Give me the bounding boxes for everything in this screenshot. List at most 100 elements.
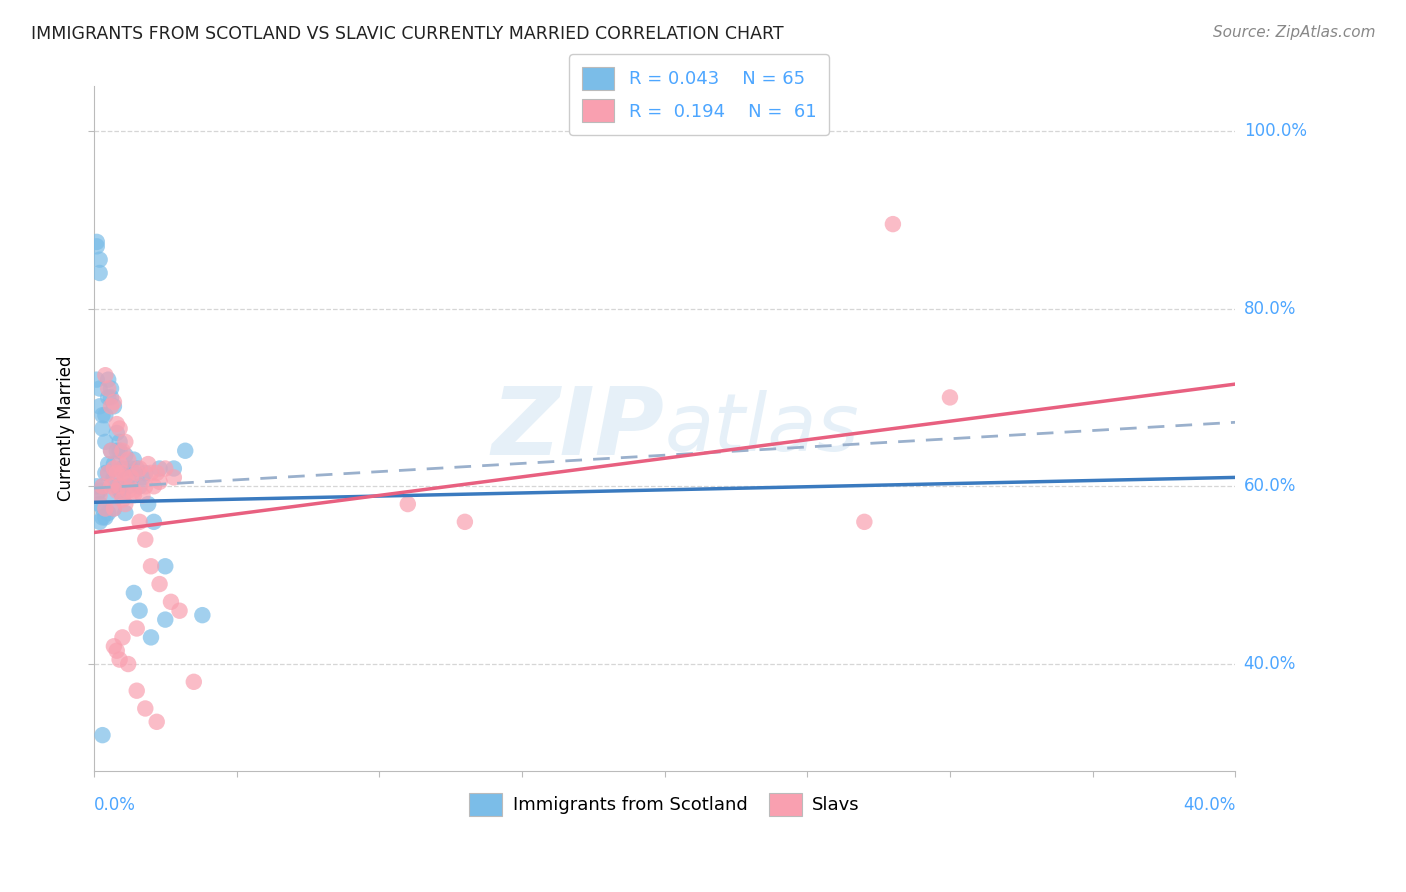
Point	[163, 461, 186, 475]
Point	[103, 400, 125, 414]
Y-axis label: Currently Married: Currently Married	[58, 356, 75, 501]
Point	[86, 239, 108, 253]
Point	[108, 483, 131, 498]
Point	[94, 434, 117, 449]
Point	[191, 608, 214, 623]
Point	[86, 235, 108, 249]
Point	[111, 488, 134, 502]
Legend: Immigrants from Scotland, Slavs: Immigrants from Scotland, Slavs	[463, 786, 868, 823]
Point	[94, 466, 117, 480]
Point	[145, 714, 167, 729]
Point	[145, 466, 167, 480]
Point	[103, 470, 125, 484]
Point	[454, 515, 477, 529]
Point	[89, 483, 111, 498]
Point	[97, 466, 120, 480]
Point	[91, 728, 114, 742]
Point	[117, 479, 139, 493]
Point	[105, 425, 128, 440]
Point	[89, 497, 111, 511]
Point	[91, 421, 114, 435]
Point	[89, 266, 111, 280]
Point	[125, 466, 148, 480]
Point	[155, 461, 177, 475]
Point	[103, 457, 125, 471]
Point	[108, 652, 131, 666]
Text: IMMIGRANTS FROM SCOTLAND VS SLAVIC CURRENTLY MARRIED CORRELATION CHART: IMMIGRANTS FROM SCOTLAND VS SLAVIC CURRE…	[31, 25, 783, 43]
Point	[114, 434, 136, 449]
Point	[882, 217, 904, 231]
Point	[103, 501, 125, 516]
Text: ZIP: ZIP	[492, 383, 665, 475]
Point	[122, 483, 145, 498]
Point	[125, 622, 148, 636]
Point	[136, 497, 159, 511]
Point	[122, 586, 145, 600]
Point	[103, 395, 125, 409]
Point	[117, 483, 139, 498]
Point	[122, 452, 145, 467]
Point	[111, 631, 134, 645]
Text: atlas: atlas	[665, 390, 859, 467]
Text: 100.0%: 100.0%	[1244, 122, 1306, 140]
Point	[97, 466, 120, 480]
Point	[94, 510, 117, 524]
Point	[100, 391, 122, 405]
Point	[155, 613, 177, 627]
Point	[939, 391, 962, 405]
Point	[142, 479, 165, 493]
Point	[105, 466, 128, 480]
Point	[89, 382, 111, 396]
Point	[100, 400, 122, 414]
Point	[94, 368, 117, 383]
Point	[174, 443, 197, 458]
Point	[114, 506, 136, 520]
Point	[134, 701, 156, 715]
Point	[89, 488, 111, 502]
Point	[91, 510, 114, 524]
Point	[97, 506, 120, 520]
Point	[100, 488, 122, 502]
Point	[122, 488, 145, 502]
Point	[120, 470, 142, 484]
Point	[134, 466, 156, 480]
Point	[134, 533, 156, 547]
Text: 80.0%: 80.0%	[1244, 300, 1296, 318]
Point	[163, 470, 186, 484]
Point	[89, 400, 111, 414]
Point	[86, 488, 108, 502]
Point	[111, 461, 134, 475]
Point	[125, 461, 148, 475]
Point	[853, 515, 876, 529]
Point	[103, 501, 125, 516]
Text: 40.0%: 40.0%	[1244, 655, 1296, 673]
Point	[114, 448, 136, 462]
Point	[91, 408, 114, 422]
Point	[111, 466, 134, 480]
Point	[139, 466, 162, 480]
Point	[155, 559, 177, 574]
Point	[108, 479, 131, 493]
Point	[183, 674, 205, 689]
Point	[111, 461, 134, 475]
Point	[396, 497, 419, 511]
Point	[111, 492, 134, 507]
Point	[103, 640, 125, 654]
Point	[89, 515, 111, 529]
Point	[128, 479, 150, 493]
Point	[91, 501, 114, 516]
Point	[139, 631, 162, 645]
Point	[108, 457, 131, 471]
Point	[128, 515, 150, 529]
Point	[108, 421, 131, 435]
Point	[134, 479, 156, 493]
Point	[100, 443, 122, 458]
Point	[128, 461, 150, 475]
Point	[91, 479, 114, 493]
Point	[160, 595, 183, 609]
Point	[94, 501, 117, 516]
Point	[89, 252, 111, 267]
Text: 40.0%: 40.0%	[1182, 796, 1236, 814]
Text: 60.0%: 60.0%	[1244, 477, 1296, 495]
Point	[86, 479, 108, 493]
